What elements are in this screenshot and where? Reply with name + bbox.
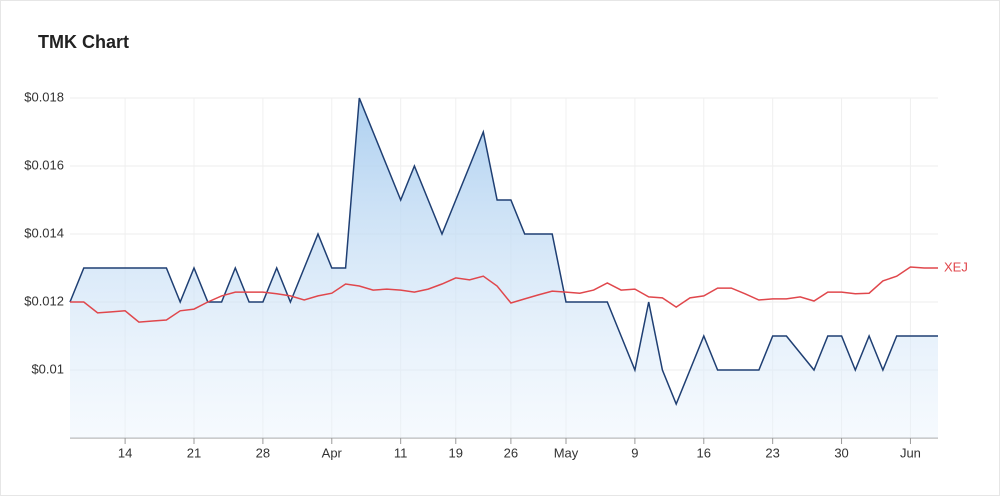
y-tick-label: $0.01 <box>31 361 64 376</box>
x-tick-label: 26 <box>504 445 518 460</box>
y-tick-label: $0.018 <box>24 89 64 104</box>
x-tick-label: Jun <box>900 445 921 460</box>
x-tick-label: 9 <box>631 445 638 460</box>
x-tick-label: 14 <box>118 445 132 460</box>
x-tick-label: 30 <box>834 445 848 460</box>
x-tick-label: 11 <box>394 445 408 460</box>
series-label: XEJ <box>944 259 968 274</box>
x-tick-label: 28 <box>256 445 270 460</box>
y-tick-label: $0.016 <box>24 157 64 172</box>
x-tick-label: 16 <box>697 445 711 460</box>
chart-title: TMK Chart <box>38 32 129 52</box>
x-tick-label: Apr <box>322 445 343 460</box>
x-tick-label: 19 <box>449 445 463 460</box>
y-tick-label: $0.014 <box>24 225 64 240</box>
line <box>69 97 938 406</box>
x-tick-label: May <box>554 445 579 460</box>
x-tick-label: 23 <box>765 445 779 460</box>
line <box>70 266 938 323</box>
area <box>70 98 938 438</box>
y-tick-label: $0.012 <box>24 293 64 308</box>
x-tick-label: 21 <box>187 445 201 460</box>
